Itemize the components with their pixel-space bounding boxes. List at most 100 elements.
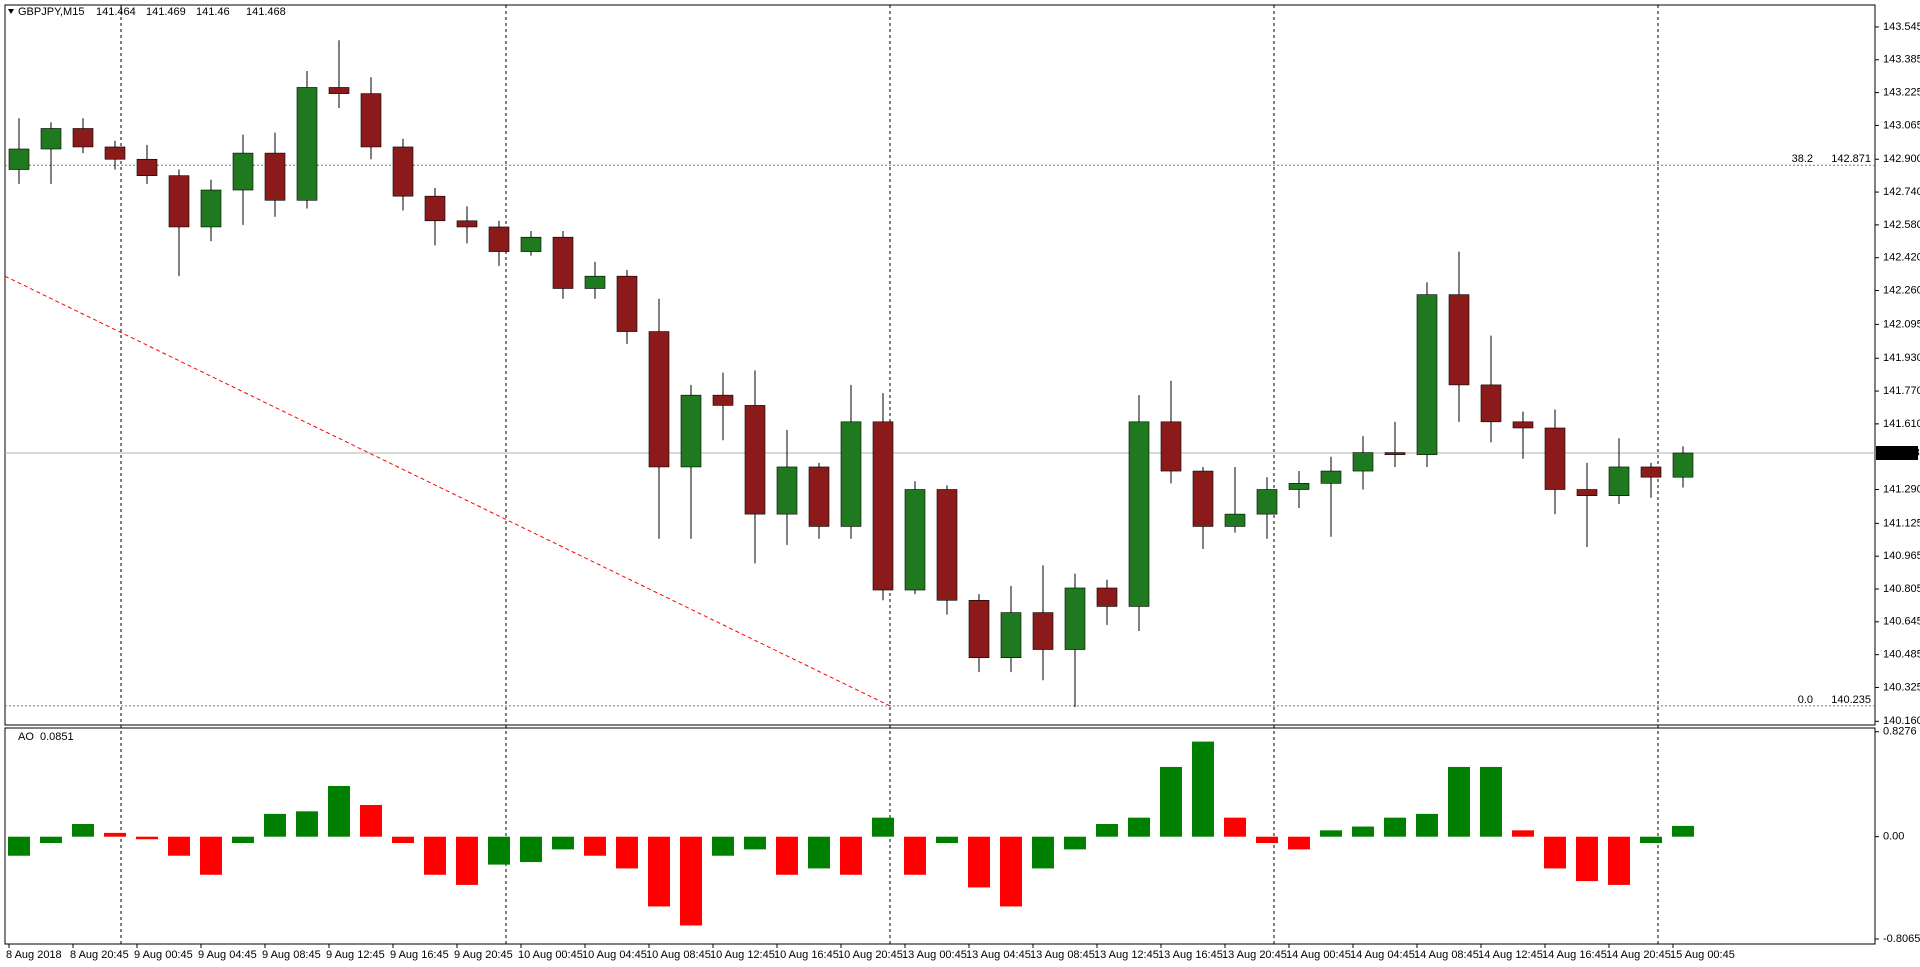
ao-bar [840,836,862,875]
candle-body [72,128,94,148]
header-price: 141.464 [96,6,136,18]
ao-title: AO [18,731,34,743]
ao-bar [1576,836,1598,882]
ao-bar [1352,826,1374,837]
candle-body [1512,421,1534,429]
y-tick-label: 143.065 [1883,119,1920,131]
ao-bar [1448,766,1470,837]
y-tick-label: 142.260 [1883,284,1920,296]
header-price: 141.468 [246,6,286,18]
menu-arrow[interactable] [8,9,14,14]
current-price-box [1876,446,1918,460]
y-tick-label: 142.420 [1883,252,1920,264]
candle-body [264,152,286,201]
price-panel [4,4,1876,726]
ao-bar [72,824,94,837]
x-tick-label: 10 Aug 04:45 [582,949,647,961]
candle-body [968,599,990,659]
ao-bar [456,836,478,885]
ao-bar [872,817,894,837]
x-tick-label: 9 Aug 04:45 [198,949,257,961]
x-tick-label: 9 Aug 00:45 [134,949,193,961]
candle-body [680,394,702,468]
candle-body [1320,470,1342,484]
ao-bar [968,836,990,888]
y-tick-label: 142.580 [1883,219,1920,231]
candle-body [1640,466,1662,478]
candle-body [712,394,734,406]
x-tick-label: 14 Aug 16:45 [1542,949,1607,961]
x-tick-label: 14 Aug 12:45 [1478,949,1543,961]
candle-body [392,146,414,197]
ao-bar [1640,836,1662,844]
ao-bar [1608,836,1630,885]
ao-bar [1288,836,1310,850]
ao-bar [40,836,62,844]
candle-body [296,87,318,201]
ao-bar [1128,817,1150,837]
candle-body [360,93,382,148]
x-tick-label: 14 Aug 08:45 [1414,949,1479,961]
fibo-level-label: 38.2 [1792,153,1813,165]
candle-body [552,236,574,289]
ao-bar [648,836,670,907]
y-tick-label: 141.290 [1883,483,1920,495]
candle-body [40,128,62,150]
ao-bar [520,836,542,863]
ao-bar [1064,836,1086,850]
ao-bar [776,836,798,875]
ao-bar [1000,836,1022,907]
x-tick-label: 14 Aug 20:45 [1606,949,1671,961]
y-tick-label: -0.8065 [1883,933,1920,945]
ao-bar [712,836,734,856]
trendline [4,275,891,707]
candle-body [456,220,478,228]
candle-body [1000,612,1022,659]
y-tick-label: 140.485 [1883,649,1920,661]
ao-bar [936,836,958,844]
y-tick-label: 142.900 [1883,153,1920,165]
candle-body [744,405,766,515]
candle-body [1128,421,1150,607]
candle-body [1096,587,1118,607]
candle-body [776,466,798,515]
ao-bar [1384,817,1406,837]
candle-body [8,148,30,170]
candle-body [1256,489,1278,515]
candle-body [808,466,830,527]
x-tick-label: 10 Aug 16:45 [774,949,839,961]
candle-body [136,158,158,176]
ao-bar [1320,830,1342,837]
candle-body [168,175,190,228]
y-tick-label: 140.965 [1883,550,1920,562]
candle-body [584,275,606,289]
x-tick-label: 13 Aug 08:45 [1030,949,1095,961]
ao-bar [744,836,766,850]
y-tick-label: 143.225 [1883,86,1920,98]
candle-body [648,331,670,468]
ao-bar [1480,766,1502,837]
ao-bar [584,836,606,856]
ao-bar [328,785,350,837]
ao-bar [136,836,158,840]
y-tick-label: 141.770 [1883,385,1920,397]
ao-bar [680,836,702,926]
ao-bar [488,836,510,865]
candle-body [328,87,350,94]
candle-body [1288,483,1310,490]
y-tick-label: 140.805 [1883,583,1920,595]
ao-bar [392,836,414,844]
candle-body [424,195,446,222]
y-tick-label: 140.645 [1883,616,1920,628]
candle-body [1032,612,1054,650]
symbol-title: GBPJPY,M15 [18,6,84,18]
ao-bar [104,832,126,837]
x-tick-label: 8 Aug 2018 [6,949,62,961]
candle-body [872,421,894,591]
candle-body [1416,294,1438,455]
ao-bar [200,836,222,875]
ao-value: 0.0851 [40,731,74,743]
x-tick-label: 9 Aug 20:45 [454,949,513,961]
x-tick-label: 10 Aug 12:45 [710,949,775,961]
